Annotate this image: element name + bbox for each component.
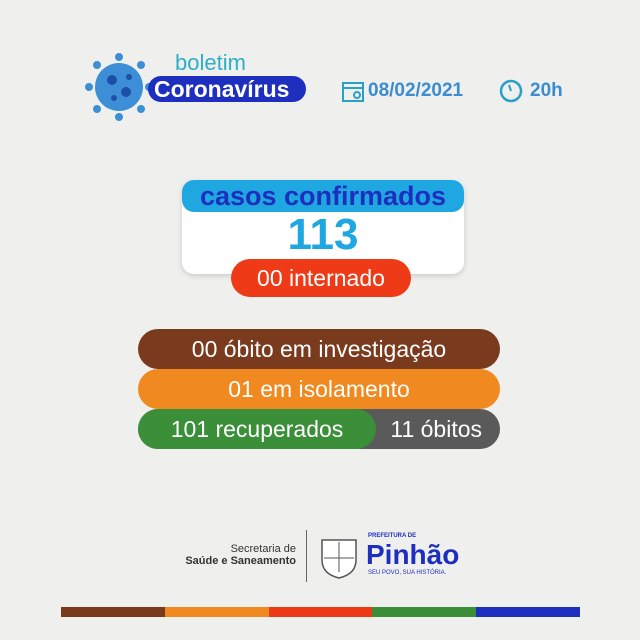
virus-icon: [85, 53, 153, 121]
investigation-pill: 00 óbito em investigação: [138, 329, 500, 369]
recovered-pill: 101 recuperados: [138, 409, 376, 449]
isolation-pill: 01 em isolamento: [138, 369, 500, 409]
color-stripe: [61, 607, 580, 617]
date: 08/02/2021: [368, 80, 464, 101]
confirmed-label: casos confirmados: [182, 180, 464, 212]
divider: [306, 530, 307, 582]
confirmed-value: 113: [287, 210, 359, 259]
calendar-icon: [342, 82, 364, 102]
clock-icon: [499, 79, 523, 103]
boletim-label: boletim: [175, 50, 246, 75]
prefeitura-label: PREFEITURA DE: [368, 533, 417, 539]
city-name: Pinhão: [366, 539, 460, 570]
deaths-label: 11 óbitos: [390, 415, 482, 442]
time: 20h: [530, 80, 563, 101]
slogan: SEU POVO, SUA HISTÓRIA.: [368, 570, 447, 576]
crest-icon: [321, 539, 357, 579]
coronavirus-title: Coronavírus: [148, 76, 306, 102]
hospitalized-pill: 00 internado: [231, 259, 411, 297]
secretaria-label: Secretaria de Saúde e Saneamento: [185, 543, 296, 567]
